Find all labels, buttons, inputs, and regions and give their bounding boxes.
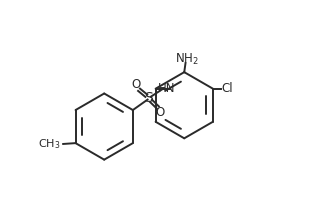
Text: CH$_3$: CH$_3$ <box>38 137 61 151</box>
Text: O: O <box>132 78 141 91</box>
Text: S: S <box>145 91 153 105</box>
Text: HN: HN <box>158 81 176 95</box>
Text: NH$_2$: NH$_2$ <box>175 52 199 67</box>
Text: O: O <box>155 106 165 119</box>
Text: Cl: Cl <box>222 82 233 95</box>
